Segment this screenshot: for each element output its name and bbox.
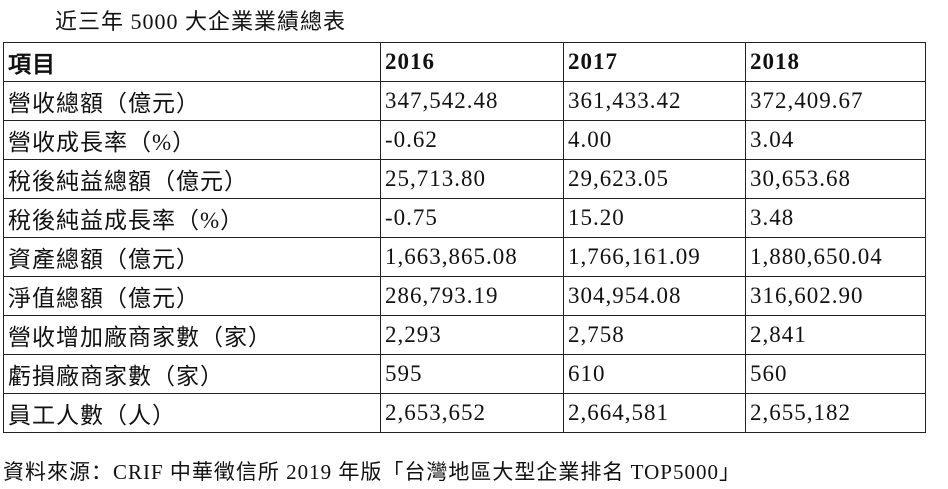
value-cell: 29,623.05: [563, 159, 746, 199]
table-row: 虧損廠商家數（家） 595 610 560: [3, 354, 926, 394]
value-cell: 316,602.90: [745, 276, 926, 316]
row-label: 稅後純益成長率（%）: [3, 198, 381, 238]
value-cell: 610: [563, 354, 746, 394]
value-cell: 3.48: [745, 198, 926, 238]
value-cell: 1,766,161.09: [563, 237, 746, 277]
value-cell: 361,433.42: [563, 81, 746, 121]
value-cell: 2,841: [745, 315, 926, 355]
row-label: 稅後純益總額（億元）: [3, 159, 381, 199]
table-row: 營收增加廠商家數（家） 2,293 2,758 2,841: [3, 315, 926, 355]
value-cell: 25,713.80: [380, 159, 564, 199]
value-cell: 2,293: [380, 315, 564, 355]
value-cell: 2,655,182: [745, 393, 926, 433]
table-body: 營收總額（億元） 347,542.48 361,433.42 372,409.67 營收…: [3, 81, 926, 433]
header-row: 項目 2016 2017 2018: [3, 42, 926, 82]
value-cell: 1,663,865.08: [380, 237, 564, 277]
title: 近三年 5000 大企業業績總表: [55, 9, 347, 34]
row-label: 員工人數（人）: [3, 393, 381, 433]
table-row: 稅後純益總額（億元） 25,713.80 29,623.05 30,653.68: [3, 159, 926, 199]
value-cell: -0.75: [380, 198, 564, 238]
table-row: 資產總額（億元） 1,663,865.08 1,766,161.09 1,880,65…: [3, 237, 926, 277]
row-label: 營收總額（億元）: [3, 81, 381, 121]
value-cell: 347,542.48: [380, 81, 564, 121]
value-cell: 286,793.19: [380, 276, 564, 316]
value-cell: 560: [745, 354, 926, 394]
row-label: 淨值總額（億元）: [3, 276, 381, 316]
value-cell: 4.00: [563, 120, 746, 160]
header-cell: 2018: [745, 42, 926, 82]
header-cell: 2016: [380, 42, 564, 82]
table-row: 營收總額（億元） 347,542.48 361,433.42 372,409.67: [3, 81, 926, 121]
value-cell: 304,954.08: [563, 276, 746, 316]
header-cell: 2017: [563, 42, 746, 82]
data-table: 項目 2016 2017 2018 營收總額（億元） 347,542.48 361,433…: [3, 42, 926, 433]
value-cell: 1,880,650.04: [745, 237, 926, 277]
row-label: 資產總額（億元）: [3, 237, 381, 277]
table-row: 淨值總額（億元） 286,793.19 304,954.08 316,602.90: [3, 276, 926, 316]
value-cell: 15.20: [563, 198, 746, 238]
row-label: 營收增加廠商家數（家）: [3, 315, 381, 355]
value-cell: -0.62: [380, 120, 564, 160]
header-cell: 項目: [3, 42, 381, 82]
row-label: 虧損廠商家數（家）: [3, 354, 381, 394]
table-row: 員工人數（人） 2,653,652 2,664,581 2,655,182: [3, 393, 926, 433]
value-cell: 2,653,652: [380, 393, 564, 433]
value-cell: 595: [380, 354, 564, 394]
value-cell: 2,758: [563, 315, 746, 355]
value-cell: 30,653.68: [745, 159, 926, 199]
source-note: 資料來源：CRIF 中華徵信所 2019 年版「台灣地區大型企業排名 TOP50…: [3, 460, 741, 484]
value-cell: 3.04: [745, 120, 926, 160]
table-row: 營收成長率（%） -0.62 4.00 3.04: [3, 120, 926, 160]
table-row: 稅後純益成長率（%） -0.75 15.20 3.48: [3, 198, 926, 238]
value-cell: 2,664,581: [563, 393, 746, 433]
value-cell: 372,409.67: [745, 81, 926, 121]
row-label: 營收成長率（%）: [3, 120, 381, 160]
